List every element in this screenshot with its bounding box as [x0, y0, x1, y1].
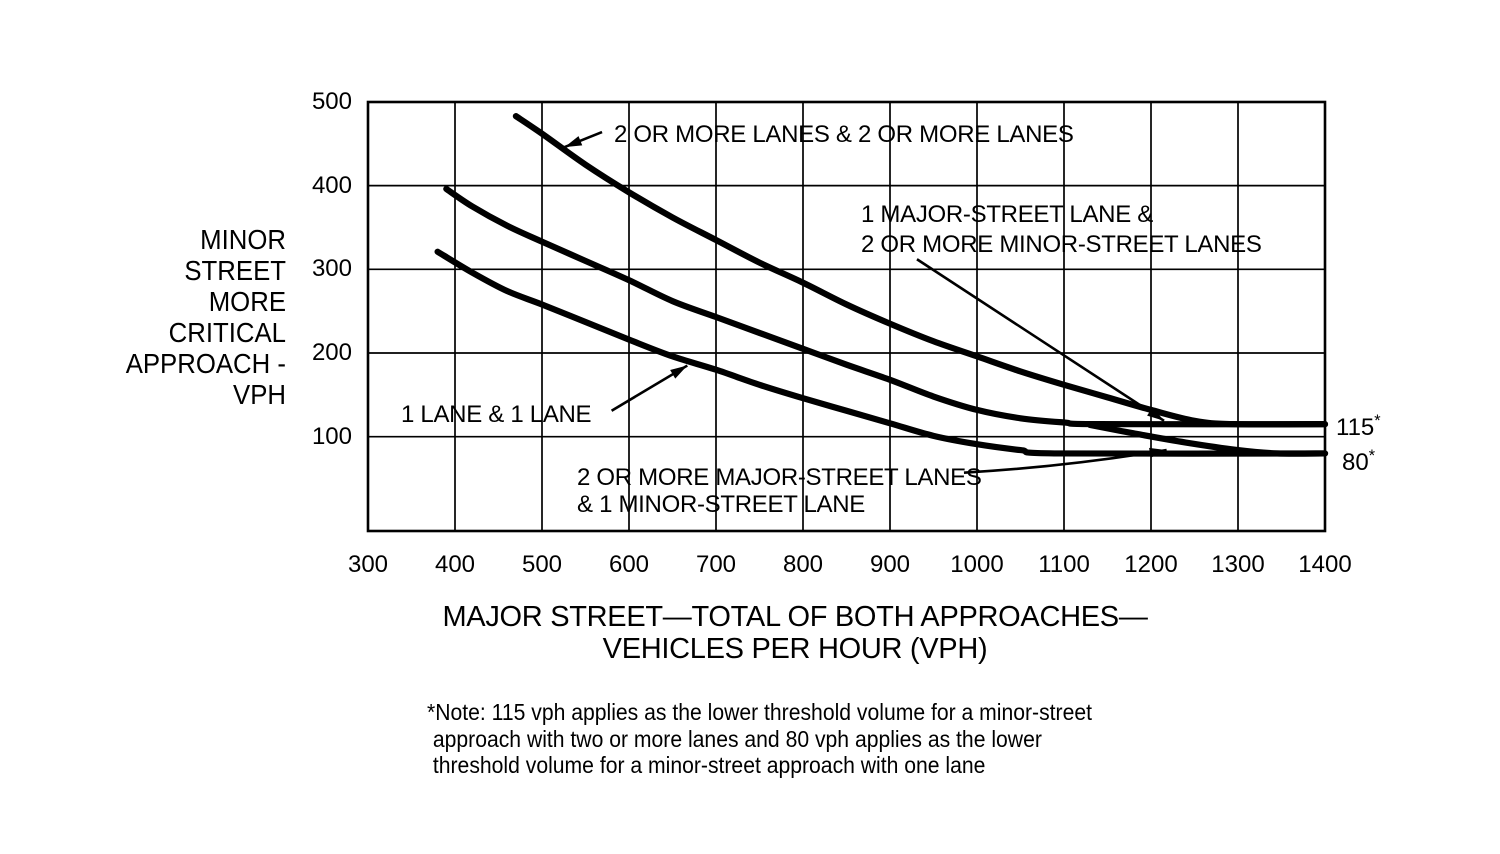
- plot-frame: [366, 100, 1327, 533]
- x-tick-label: 300: [347, 551, 389, 578]
- x-tick-label: 1100: [1038, 551, 1090, 578]
- x-tick-label: 900: [869, 551, 911, 578]
- warrant-curve: [512, 113, 1329, 428]
- y-tick-label: 400: [311, 171, 352, 199]
- warrant-curve: [434, 248, 1329, 457]
- threshold-115-asterisk: *: [1374, 412, 1381, 430]
- y-tick-label: 100: [311, 422, 352, 450]
- curve-label-2-or-more-major-street-lanes-and-1-minor-street-lane: 2 OR MORE MAJOR-STREET LANES & 1 MINOR-S…: [577, 464, 982, 518]
- y-tick-label: 500: [311, 87, 352, 115]
- threshold-115-value: 115: [1336, 414, 1375, 441]
- curve-label-2-or-more-lanes-and-2-or-more-lanes: 2 OR MORE LANES & 2 OR MORE LANES: [614, 121, 1074, 148]
- x-tick-label: 1000: [950, 551, 1004, 578]
- threshold-label-115: 115*: [1336, 412, 1381, 442]
- x-tick-label: 1400: [1298, 551, 1352, 578]
- x-tick-label: 1200: [1124, 551, 1178, 578]
- footnote: *Note: 115 vph applies as the lower thre…: [427, 699, 1093, 778]
- annotation-arrowhead: [1149, 447, 1167, 458]
- x-tick-label: 800: [782, 551, 824, 578]
- x-tick-label: 1300: [1211, 551, 1265, 578]
- x-axis-title: MAJOR STREET—TOTAL OF BOTH APPROACHES— V…: [442, 601, 1148, 665]
- warrant-curve: [1087, 421, 1329, 457]
- curve-label-1-lane-and-1-lane: 1 LANE & 1 LANE: [401, 401, 592, 428]
- annotation-arrow-line: [963, 448, 1167, 474]
- x-tick-label: 500: [521, 551, 563, 578]
- threshold-label-80: 80*: [1342, 447, 1375, 477]
- x-tick-label: 400: [434, 551, 476, 578]
- warrant-curve: [443, 185, 1329, 428]
- y-tick-label: 300: [311, 255, 352, 283]
- annotation-arrow-line: [916, 258, 1165, 422]
- x-tick-label: 700: [695, 551, 737, 578]
- curve-label-1-major-street-lane-and-2-or-more-minor-street-lanes: 1 MAJOR-STREET LANE & 2 OR MORE MINOR-ST…: [861, 201, 1262, 258]
- annotation-arrowhead: [670, 365, 688, 379]
- threshold-80-value: 80: [1342, 449, 1369, 476]
- annotation-arrowhead: [564, 136, 583, 148]
- y-tick-label: 200: [311, 339, 352, 366]
- annotation-arrowhead: [1147, 407, 1165, 421]
- y-axis-title: MINOR STREET MORE CRITICAL APPROACH - VP…: [125, 224, 286, 410]
- x-tick-label: 600: [608, 551, 650, 578]
- threshold-80-asterisk: *: [1368, 447, 1376, 465]
